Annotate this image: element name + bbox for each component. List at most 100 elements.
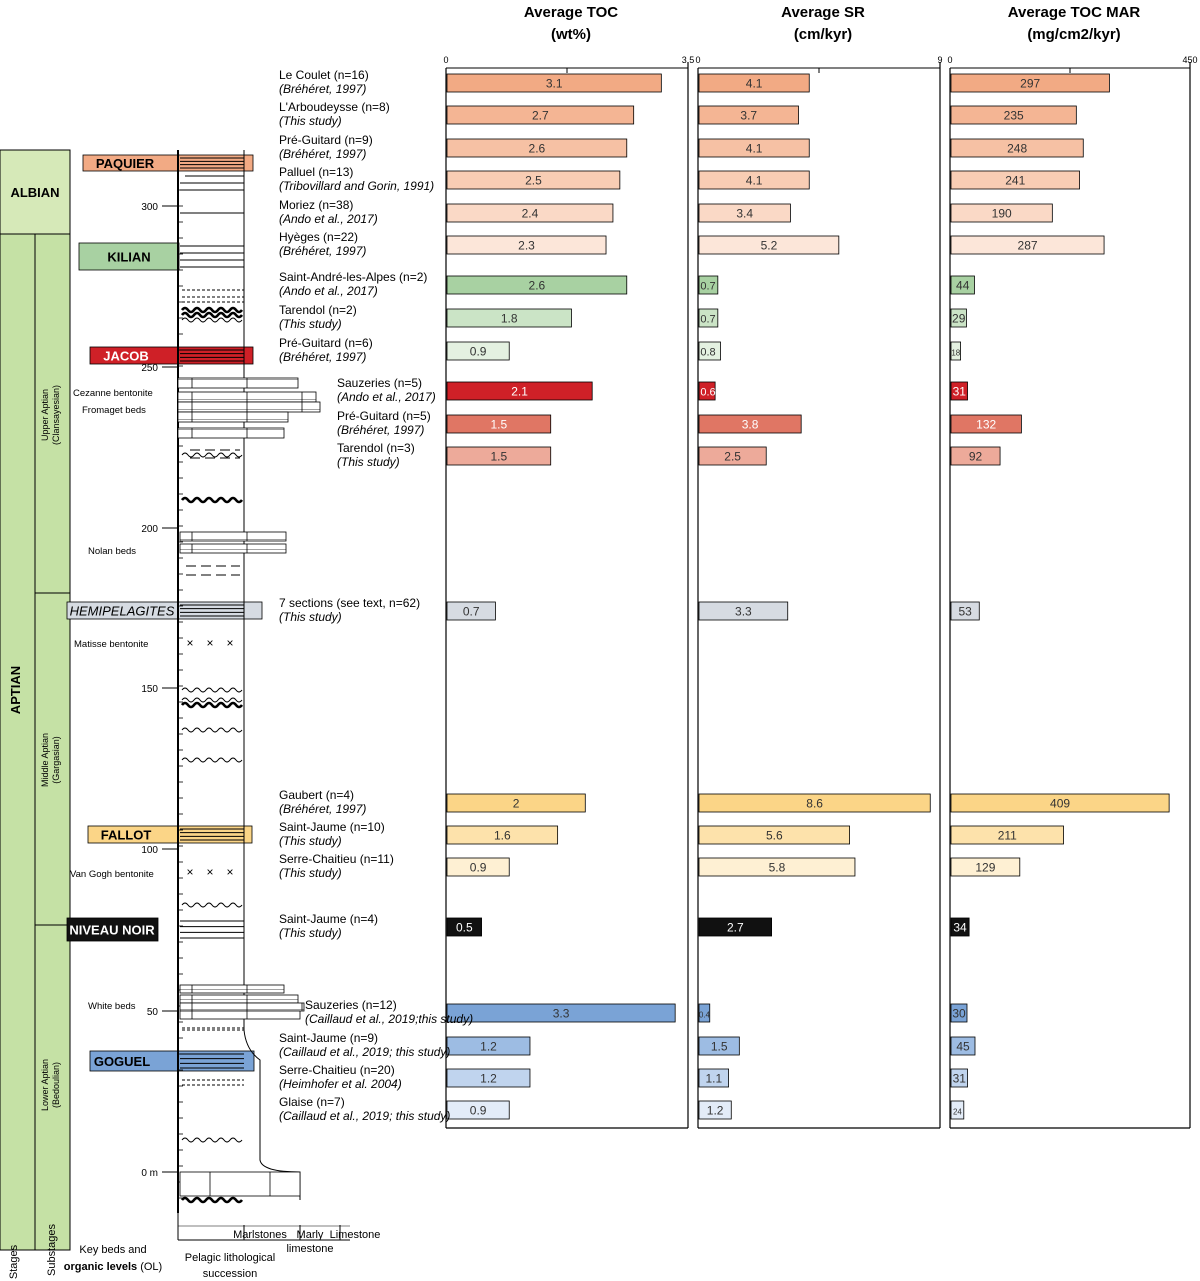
bar-toc bbox=[446, 235, 607, 255]
bar-value-label: 92 bbox=[969, 450, 983, 464]
bar-toc bbox=[446, 601, 496, 621]
bar-value-label: 0.9 bbox=[470, 1104, 487, 1118]
bar-sr bbox=[698, 793, 931, 813]
row-site-label: Sauzeries (n=5) bbox=[337, 376, 422, 390]
bar-toc bbox=[446, 825, 559, 845]
key-bed-nolan: Nolan beds bbox=[88, 546, 136, 557]
key-bed-white: White beds bbox=[88, 1001, 136, 1012]
bar-sr bbox=[698, 308, 719, 328]
bar-value-label: 2.6 bbox=[529, 142, 546, 156]
bar-sr bbox=[698, 446, 767, 466]
bar-value-label: 4.1 bbox=[746, 142, 763, 156]
bar-sr bbox=[698, 138, 810, 158]
bar-toc bbox=[446, 105, 635, 125]
row-reference-label: (This study) bbox=[337, 455, 400, 469]
row-site-label: Saint-Jaume (n=10) bbox=[279, 820, 385, 834]
bar-sr bbox=[698, 341, 721, 361]
bar-mar bbox=[950, 917, 970, 937]
bar-value-label: 44 bbox=[956, 279, 970, 293]
bar-toc bbox=[446, 308, 572, 328]
row-reference-label: (This study) bbox=[279, 317, 342, 331]
stage-columns: ALBIAN APTIAN Upper Aptian(Clansayesian)… bbox=[0, 149, 71, 1251]
stage-albian: ALBIAN bbox=[10, 185, 59, 200]
depth-tick-label: 100 bbox=[141, 845, 158, 856]
tick-label: 0 bbox=[695, 55, 700, 65]
bar-value-label: 190 bbox=[992, 207, 1012, 221]
panel-mar: 0 450 Average TOC MAR (mg/cm2/kyr) 297 235 248… bbox=[947, 4, 1198, 1129]
bar-toc bbox=[446, 170, 621, 190]
bar-value-label: 409 bbox=[1050, 797, 1070, 811]
row-site-label: Tarendol (n=3) bbox=[337, 441, 415, 455]
row-site-label: Pré-Guitard (n=9) bbox=[279, 133, 373, 147]
bar-value-label: 132 bbox=[976, 418, 996, 432]
bar-value-label: 1.5 bbox=[711, 1040, 728, 1054]
depth-tick-label: 200 bbox=[141, 524, 158, 535]
tick-label: 9 bbox=[937, 55, 942, 65]
row-reference-label: (Caillaud et al., 2019;this study) bbox=[305, 1012, 473, 1026]
bar-toc bbox=[446, 73, 662, 93]
bar-sr bbox=[698, 203, 791, 223]
bar-sr bbox=[698, 381, 716, 401]
bar-value-label: 3.3 bbox=[553, 1007, 570, 1021]
bar-value-label: 241 bbox=[1005, 174, 1025, 188]
limestone-bed bbox=[177, 377, 299, 389]
row-reference-label: (Ando et al., 2017) bbox=[337, 390, 436, 404]
bar-value-label: 3.3 bbox=[735, 605, 752, 619]
limestone-bed bbox=[177, 391, 317, 403]
bar-toc bbox=[446, 1003, 676, 1023]
depth-ticks: 300 250 200 150 100 50 0 m bbox=[141, 189, 183, 1199]
organic-level-box bbox=[89, 346, 254, 365]
bar-value-label: 0.9 bbox=[470, 345, 487, 359]
svg-text:×: × bbox=[206, 636, 213, 650]
tick-label: 450 bbox=[1182, 55, 1197, 65]
bar-mar bbox=[950, 1068, 968, 1088]
row-site-label: L'Arboudeysse (n=8) bbox=[279, 100, 390, 114]
row-site-label: Pré-Guitard (n=6) bbox=[279, 336, 373, 350]
row-reference-label: (Bréhéret, 1997) bbox=[279, 244, 366, 258]
tick-label: 3.5 bbox=[682, 55, 695, 65]
organic-level-box bbox=[82, 154, 254, 172]
bar-sr bbox=[698, 414, 802, 434]
bar-toc bbox=[446, 381, 593, 401]
organic-level-label: FALLOT bbox=[101, 828, 152, 843]
tick-label: 0 bbox=[947, 55, 952, 65]
row-reference-label: (Bréhéret, 1997) bbox=[279, 82, 366, 96]
bar-value-label: 2.7 bbox=[727, 921, 744, 935]
bar-value-label: 53 bbox=[958, 605, 972, 619]
row-reference-label: (Heimhofer et al. 2004) bbox=[279, 1077, 402, 1091]
organic-level-box bbox=[66, 917, 159, 942]
bar-sr bbox=[698, 1036, 740, 1056]
bar-value-label: 3.7 bbox=[740, 109, 757, 123]
svg-text:×: × bbox=[226, 636, 233, 650]
row-site-label: Serre-Chaitieu (n=11) bbox=[279, 852, 394, 866]
bar-value-label: 0.9 bbox=[470, 861, 487, 875]
bar-toc bbox=[446, 414, 552, 434]
bar-value-label: 0.7 bbox=[700, 281, 715, 293]
organic-level-label: KILIAN bbox=[107, 250, 150, 265]
bar-mar bbox=[950, 275, 975, 295]
row-site-label: Gaubert (n=4) bbox=[279, 788, 354, 802]
row-reference-label: (This study) bbox=[279, 834, 342, 848]
footer-key-beds-1: Key beds and bbox=[79, 1244, 146, 1256]
bar-toc bbox=[446, 1068, 531, 1088]
bar-toc bbox=[446, 341, 510, 361]
limestone-bed bbox=[179, 543, 287, 554]
panel-title: Average TOC bbox=[524, 4, 618, 21]
bar-mar bbox=[950, 414, 1022, 434]
row-site-label: Tarendol (n=2) bbox=[279, 303, 357, 317]
panel-title-unit: (cm/kyr) bbox=[794, 26, 852, 43]
depth-tick-label: 50 bbox=[147, 1007, 159, 1018]
bar-sr bbox=[698, 235, 840, 255]
bar-value-label: 211 bbox=[998, 829, 1017, 843]
row-reference-label: (Bréhéret, 1997) bbox=[279, 802, 366, 816]
bar-value-label: 1.1 bbox=[705, 1072, 722, 1086]
bar-value-label: 1.2 bbox=[480, 1040, 497, 1054]
depth-tick-label: 0 m bbox=[141, 1168, 158, 1179]
limestone-bed bbox=[179, 994, 299, 1004]
stage-aptian: APTIAN bbox=[8, 666, 23, 714]
panel-sr: 0 9 Average SR (cm/kyr) 4.1 3.7 4.1 4.1 3.4 5.2 0.… bbox=[695, 4, 943, 1129]
bar-value-label: 0.5 bbox=[456, 921, 473, 935]
bar-mar bbox=[950, 1100, 965, 1120]
row-reference-label: (This study) bbox=[279, 866, 342, 880]
row-site-label: Glaise (n=7) bbox=[279, 1095, 345, 1109]
